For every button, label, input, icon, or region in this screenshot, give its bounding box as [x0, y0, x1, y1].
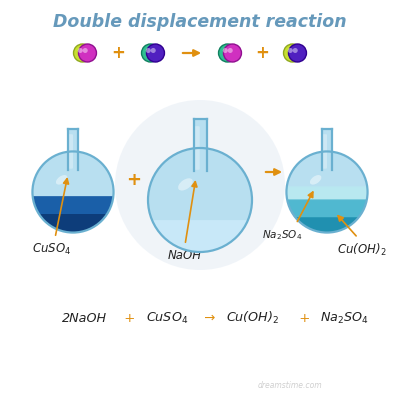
Text: Cu(OH)$_2$: Cu(OH)$_2$ — [337, 242, 387, 258]
Circle shape — [288, 48, 293, 53]
Circle shape — [151, 48, 156, 53]
FancyBboxPatch shape — [68, 134, 73, 169]
Text: +: + — [126, 171, 142, 189]
FancyBboxPatch shape — [194, 126, 200, 170]
Polygon shape — [39, 215, 107, 232]
Text: +: + — [111, 44, 125, 62]
Polygon shape — [287, 200, 367, 232]
Text: dreamstime.com: dreamstime.com — [258, 380, 322, 390]
Circle shape — [286, 152, 368, 232]
Text: +: + — [120, 312, 140, 324]
Text: CuSO$_4$: CuSO$_4$ — [146, 310, 188, 326]
Text: Na$_2$SO$_4$: Na$_2$SO$_4$ — [320, 310, 369, 326]
Circle shape — [32, 152, 114, 232]
Polygon shape — [33, 197, 113, 232]
FancyBboxPatch shape — [68, 129, 78, 170]
Circle shape — [228, 48, 233, 53]
Circle shape — [83, 48, 88, 53]
Circle shape — [78, 44, 96, 62]
Ellipse shape — [56, 175, 67, 185]
Circle shape — [142, 44, 160, 62]
Text: +: + — [294, 312, 314, 324]
Circle shape — [146, 44, 164, 62]
Text: +: + — [255, 44, 269, 62]
Ellipse shape — [178, 178, 193, 190]
Circle shape — [78, 48, 83, 53]
Circle shape — [288, 44, 306, 62]
Circle shape — [148, 148, 252, 252]
Ellipse shape — [310, 175, 321, 185]
FancyBboxPatch shape — [322, 134, 327, 169]
Circle shape — [218, 44, 236, 62]
Text: 2NaOH: 2NaOH — [62, 312, 107, 324]
Circle shape — [224, 44, 242, 62]
Text: Double displacement reaction: Double displacement reaction — [53, 13, 347, 31]
Circle shape — [223, 48, 228, 53]
Text: →: → — [200, 312, 220, 324]
Text: NaOH: NaOH — [168, 249, 202, 262]
Text: Na$_2$SO$_4$: Na$_2$SO$_4$ — [262, 228, 302, 242]
Circle shape — [146, 48, 151, 53]
Circle shape — [74, 44, 92, 62]
FancyBboxPatch shape — [322, 129, 332, 170]
Circle shape — [115, 100, 285, 270]
Text: Cu(OH)$_2$: Cu(OH)$_2$ — [226, 310, 279, 326]
Text: CuSO$_4$: CuSO$_4$ — [32, 242, 72, 257]
Polygon shape — [152, 221, 248, 252]
FancyBboxPatch shape — [194, 119, 206, 171]
Polygon shape — [286, 187, 368, 232]
Circle shape — [284, 44, 302, 62]
Polygon shape — [296, 218, 358, 232]
Circle shape — [293, 48, 298, 53]
